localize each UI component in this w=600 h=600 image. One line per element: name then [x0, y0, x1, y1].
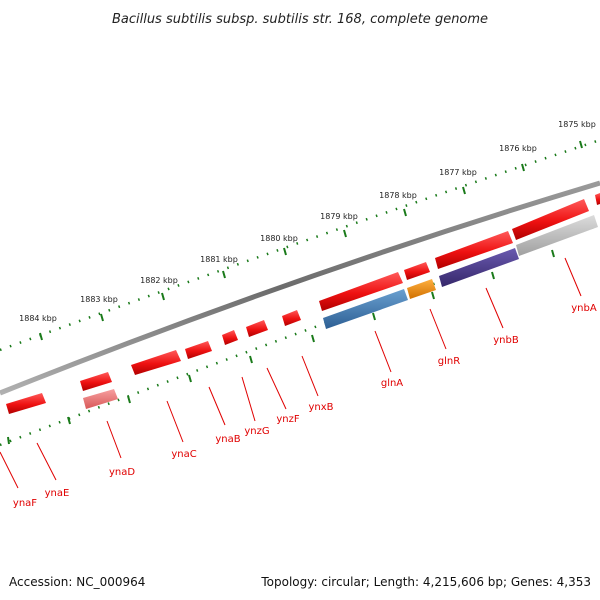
gene-arrows-colored	[323, 215, 598, 329]
gene-arrow-glnR-red[interactable]	[435, 231, 513, 269]
gene-arrow-ynaB-a[interactable]	[185, 341, 212, 359]
gene-arrow-ynaB[interactable]	[222, 330, 238, 345]
inner-major-ticks	[7, 249, 555, 445]
tick-label: 1880 kbp	[260, 234, 298, 243]
gene-arrow-ynaC[interactable]	[131, 350, 181, 375]
genome-backbone	[0, 180, 600, 396]
gene-arrow-ynaF[interactable]	[6, 393, 46, 414]
gene-arrow-ynbB[interactable]	[439, 248, 519, 287]
gene-arrow-ynbA[interactable]	[516, 215, 598, 256]
tick-label: 1881 kbp	[200, 255, 238, 264]
outer-major-ticks	[39, 140, 583, 341]
tick-label: 1884 kbp	[19, 314, 57, 323]
gene-arrow-ynzG[interactable]	[246, 320, 268, 337]
topology-text: Topology: circular; Length: 4,215,606 bp…	[260, 575, 591, 589]
gene-arrow-ynaD-pink[interactable]	[83, 389, 118, 409]
gene-arrow-glnA-red[interactable]	[404, 262, 430, 280]
gene-label-ynbB[interactable]: ynbB	[493, 335, 519, 346]
tick-label: 1876 kbp	[499, 144, 537, 153]
gene-label-ynzF[interactable]: ynzF	[276, 414, 300, 425]
tick-label: 1882 kbp	[140, 276, 178, 285]
tick-label: 1879 kbp	[320, 212, 358, 221]
outer-tick-arc	[0, 138, 600, 352]
gene-arrow-ynzF[interactable]	[282, 310, 301, 326]
gene-label-ynxB[interactable]: ynxB	[308, 402, 333, 413]
gene-label-ynbA[interactable]: ynbA	[571, 303, 597, 314]
gene-arrow-glnR[interactable]	[407, 279, 436, 299]
tick-label: 1875 kbp	[558, 120, 596, 129]
accession-text: Accession: NC_000964	[9, 575, 145, 589]
tick-label: 1883 kbp	[80, 295, 118, 304]
label-leaders	[0, 257, 582, 489]
gene-arrow-ynxB[interactable]	[319, 272, 403, 311]
gene-arrows-forward	[6, 193, 600, 414]
gene-label-ynaE[interactable]: ynaE	[45, 488, 70, 499]
gene-arrow-glnA[interactable]	[323, 289, 408, 329]
kbp-labels: 1875 kbp 1876 kbp 1877 kbp 1878 kbp 1879…	[19, 120, 596, 323]
gene-label-glnR[interactable]: glnR	[438, 356, 460, 367]
gene-label-ynaB[interactable]: ynaB	[215, 434, 240, 445]
tick-label: 1878 kbp	[379, 191, 417, 200]
gene-label-ynaF[interactable]: ynaF	[13, 498, 37, 509]
gene-label-ynaD[interactable]: ynaD	[109, 467, 135, 478]
gene-arrow-ynbA-red[interactable]	[595, 193, 600, 205]
gene-label-ynzG[interactable]: ynzG	[244, 426, 269, 437]
tick-label: 1877 kbp	[439, 168, 477, 177]
map-title: Bacillus subtilis subsp. subtilis str. 1…	[112, 12, 488, 27]
gene-arrow-ynbB-red[interactable]	[512, 199, 589, 240]
gene-label-glnA[interactable]: glnA	[381, 378, 403, 389]
gene-arrow-ynaD[interactable]	[80, 372, 112, 391]
gene-label-ynaC[interactable]: ynaC	[171, 449, 196, 460]
gene-labels: ynaF ynaE ynaD ynaC ynaB ynzG ynzF ynxB …	[13, 303, 597, 509]
